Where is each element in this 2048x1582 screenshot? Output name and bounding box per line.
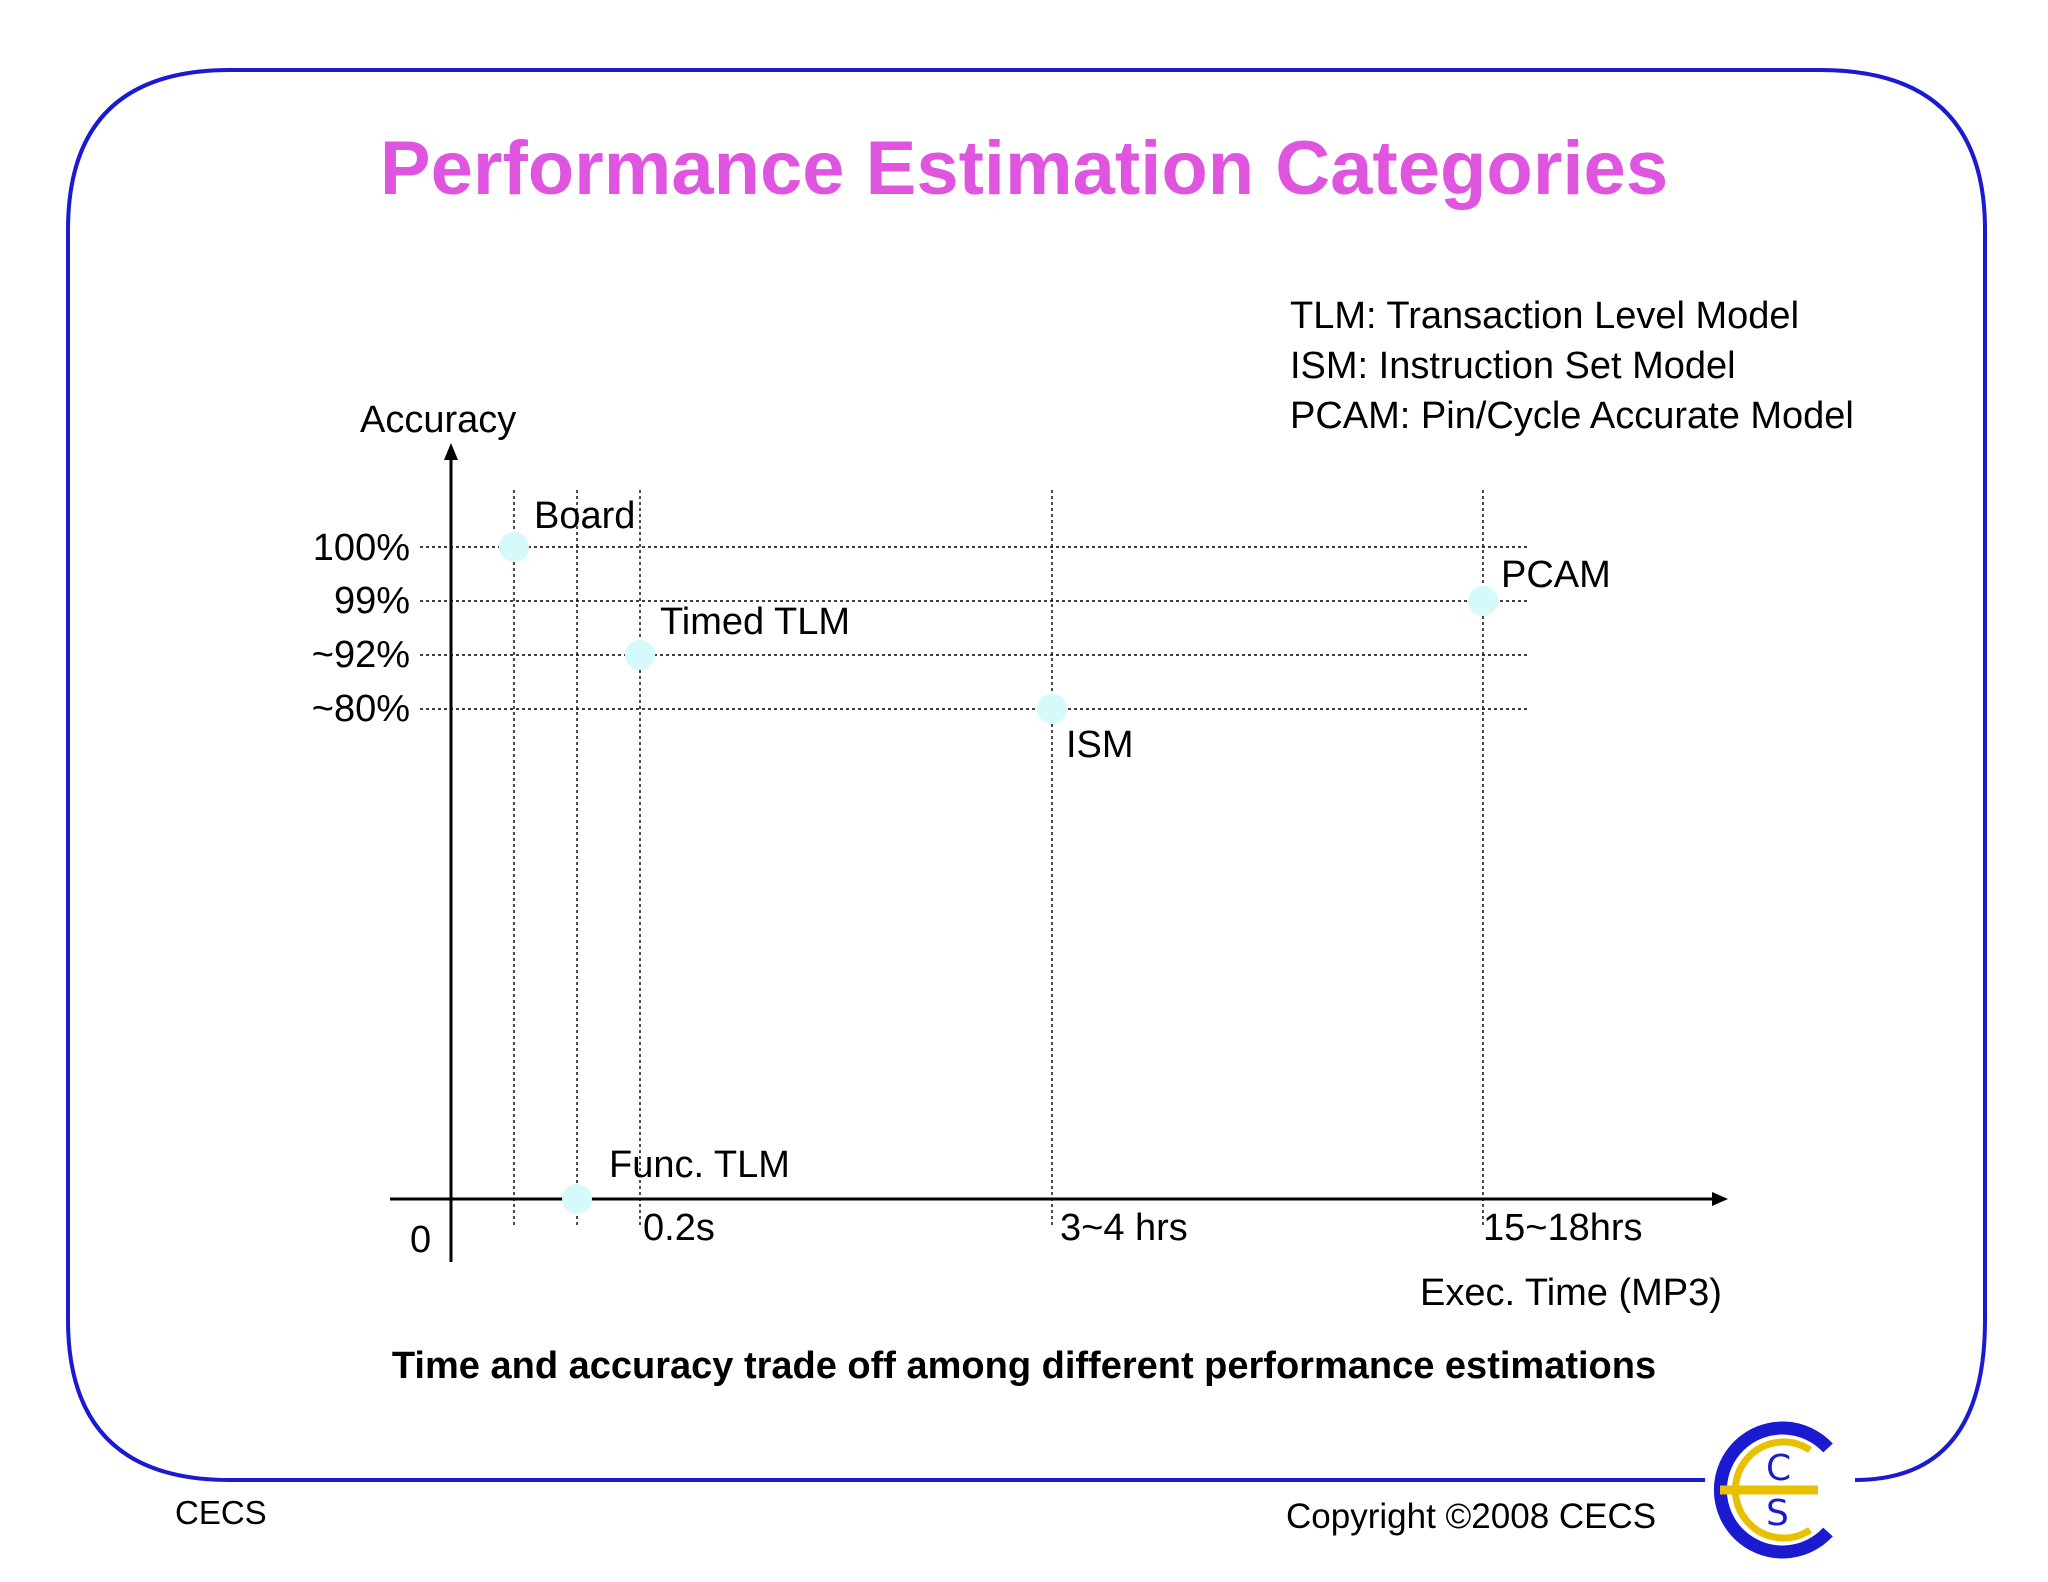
footer-copyright: Copyright ©2008 CECS — [1286, 1497, 1657, 1536]
slide-title: Performance Estimation Categories — [379, 126, 1669, 211]
y-tick-label: 100% — [313, 527, 410, 569]
x-axis-arrow-icon — [1712, 1192, 1728, 1206]
slide-border — [66, 68, 1987, 1482]
svg-text:S: S — [1766, 1493, 1789, 1534]
data-point-label: Timed TLM — [660, 601, 850, 643]
x-tick-label: 15~18hrs — [1483, 1207, 1643, 1249]
data-point — [562, 1184, 592, 1214]
y-tick-label: ~80% — [312, 688, 410, 730]
x-tick-label: 3~4 hrs — [1060, 1207, 1188, 1249]
data-point-label: Func. TLM — [609, 1144, 790, 1186]
data-point-label: Board — [534, 495, 635, 537]
data-point-label: PCAM — [1501, 554, 1611, 596]
y-tick-label: ~92% — [312, 634, 410, 676]
data-point-label: ISM — [1066, 724, 1134, 766]
origin-label: 0 — [410, 1219, 431, 1261]
legend-pcam: PCAM: Pin/Cycle Accurate Model — [1290, 395, 1854, 437]
data-points: Board Func. TLM Timed TLM ISM PCAM — [499, 495, 1611, 1214]
footer-org: CECS — [175, 1494, 267, 1531]
data-point — [1468, 586, 1498, 616]
x-axis-label: Exec. Time (MP3) — [1420, 1272, 1722, 1314]
x-tick-label: 0.2s — [643, 1207, 715, 1249]
y-tick-label: 99% — [334, 580, 410, 622]
axis-labels: Accuracy Exec. Time (MP3) 0 100% 99% ~92… — [312, 399, 1722, 1314]
y-axis-arrow-icon — [444, 443, 458, 460]
legend-ism: ISM: Instruction Set Model — [1290, 345, 1736, 387]
data-point — [625, 640, 655, 670]
grid-lines — [420, 490, 1530, 1225]
data-point — [499, 532, 529, 562]
data-point — [1037, 694, 1067, 724]
axes — [390, 443, 1728, 1262]
svg-text:C: C — [1766, 1448, 1791, 1489]
chart-caption: Time and accuracy trade off among differ… — [391, 1345, 1657, 1387]
cecs-logo-icon: C S — [1713, 1421, 1833, 1559]
y-axis-label: Accuracy — [360, 399, 516, 441]
legend-tlm: TLM: Transaction Level Model — [1290, 295, 1800, 337]
